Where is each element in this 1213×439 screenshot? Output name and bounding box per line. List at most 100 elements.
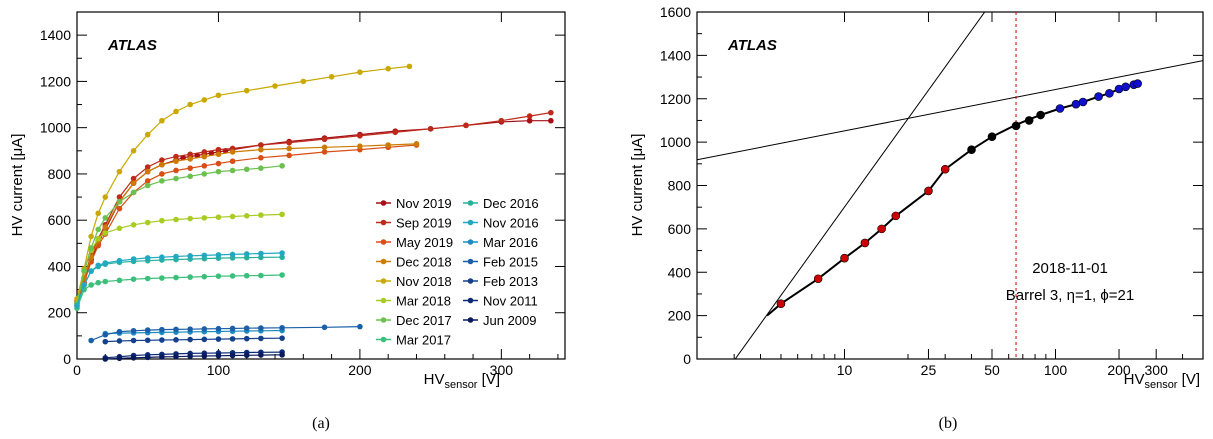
panel-a-data-point	[102, 215, 109, 221]
panel-b-fit-curve	[766, 81, 1141, 317]
panel-a-data-point	[173, 253, 179, 260]
panel-a-data-point	[88, 233, 94, 240]
panel-b-x-label-sub: sensor	[1144, 379, 1177, 391]
legend-label: Dec 2016	[483, 196, 539, 211]
panel-a-data-point	[187, 253, 193, 259]
panel-a-data-point	[526, 113, 533, 119]
panel-a-legend-entry: Mar 2016	[463, 235, 538, 250]
legend-marker	[467, 219, 474, 226]
panel-a-x-tick-label: 0	[73, 362, 81, 378]
panel-a-legend-entry: Sep 2019	[376, 216, 452, 231]
panel-a-data-point	[159, 178, 165, 184]
panel-a-data-point	[102, 356, 109, 362]
panel-a-data-point	[321, 136, 328, 143]
panel-a-series-7	[74, 272, 285, 311]
panel-a-data-point	[243, 251, 250, 257]
panel-b-x-tick-label: 100	[1044, 362, 1068, 378]
panel-b-black-point	[967, 145, 976, 155]
legend-marker	[467, 239, 474, 245]
panel-a-data-point	[159, 337, 165, 343]
panel-a-data-point	[187, 165, 193, 171]
panel-a-x-label-unit: [V]	[477, 371, 500, 388]
panel-b-plot-area	[697, 12, 1203, 359]
panel-a-data-point	[180, 154, 186, 161]
panel-a-data-point	[328, 73, 335, 80]
panel-a-data-point	[95, 226, 102, 233]
panel-a-y-tick-label: 1000	[40, 120, 71, 136]
panel-a-legend-entry: Feb 2015	[463, 255, 538, 270]
panel-a-series-14	[102, 352, 285, 362]
panel-a-y-ticks: 0 200 400 600 800 1000 1200 1400	[40, 27, 565, 367]
panel-a-data-point	[130, 222, 137, 228]
legend-label: Nov 2018	[396, 274, 452, 289]
panel-a-data-point	[173, 175, 179, 182]
panel-a-y-tick-label: 600	[48, 212, 72, 228]
panel-a-series-9	[74, 250, 285, 309]
panel-a-data-point	[215, 151, 222, 158]
panel-a-data-point	[357, 143, 363, 149]
legend-marker	[380, 278, 387, 284]
panel-a-data-point	[463, 122, 469, 129]
panel-a-data-point	[357, 323, 363, 330]
legend-label: Dec 2017	[396, 313, 452, 328]
panel-a-data-point	[187, 336, 193, 343]
panel-a-data-point	[201, 97, 208, 103]
panel-a-data-point	[144, 337, 151, 344]
panel-a-data-point	[130, 355, 137, 361]
panel-a-data-point	[173, 167, 179, 174]
panel-b-y-tick-label: 200	[668, 308, 692, 324]
legend-label: Jun 2009	[483, 313, 537, 328]
panel-a-data-point	[548, 109, 554, 116]
panel-a-data-point	[272, 83, 278, 89]
panel-a-data-point	[159, 157, 165, 163]
panel-a-data-point	[116, 328, 123, 335]
panel-a-data-point	[215, 160, 222, 167]
panel-a-data-point	[173, 353, 179, 360]
panel-a-data-point	[95, 235, 102, 242]
panel-a-data-point	[173, 108, 179, 115]
panel-a-data-point	[258, 250, 264, 257]
panel-b-blue-point	[1094, 92, 1103, 101]
panel-a-data-point	[229, 251, 236, 258]
panel-a-series-line	[90, 326, 360, 342]
panel-a-data-point	[88, 337, 94, 344]
panel-a-data-point	[173, 158, 179, 165]
panel-a-data-point	[215, 252, 222, 258]
panel-a-series-line	[76, 65, 410, 300]
panel-b-y-tick-label: 1000	[660, 134, 691, 150]
panel-a-data-point	[144, 168, 151, 175]
panel-a-series	[74, 63, 554, 362]
panel-a-data-point	[201, 336, 208, 343]
panel-a-data-point	[300, 78, 307, 85]
legend-label: Sep 2019	[396, 216, 452, 231]
panel-a-data-point	[201, 163, 208, 169]
panel-a-data-point	[187, 151, 193, 158]
panel-b-location-label: Barrel 3, η=1, ϕ=21	[1006, 287, 1134, 304]
panel-a-y-label: HV current [μA]	[9, 134, 26, 237]
panel-b-y-tick-label: 1600	[660, 4, 691, 20]
panel-a-data-point	[201, 153, 208, 160]
panel-a-y-tick-label: 400	[48, 258, 72, 274]
panel-a-data-point	[144, 164, 151, 170]
panel-a-series-line	[76, 112, 551, 302]
panel-a-data-point	[130, 327, 137, 334]
panel-a-data-point	[88, 282, 94, 288]
panel-a-data-point	[173, 336, 179, 343]
panel-b-fit-line-high	[697, 60, 1203, 161]
panel-a-data-point	[279, 254, 285, 261]
panel-a-series-2	[74, 142, 420, 307]
panel-a-data-point	[144, 131, 151, 138]
panel-a-data-point	[81, 268, 87, 274]
panel-a-data-point	[201, 273, 208, 280]
panel-a-data-point	[130, 175, 137, 182]
panel-a-x-label-main: HV	[424, 371, 445, 388]
panel-a-data-point	[95, 210, 102, 217]
panel-b-black-point	[1036, 110, 1045, 120]
panel-b: 0 200 400 600 800 1000 1200 1400 1600 10 25 50 100 2…	[629, 4, 1204, 432]
panel-a-data-point	[243, 325, 250, 332]
panel-a-data-point	[243, 335, 250, 342]
panel-a-data-point	[413, 141, 420, 147]
panel-b-y-tick-label: 1400	[660, 47, 691, 63]
panel-b-y-tick-label: 800	[668, 178, 692, 194]
panel-a-legend-entry: May 2019	[376, 235, 453, 250]
